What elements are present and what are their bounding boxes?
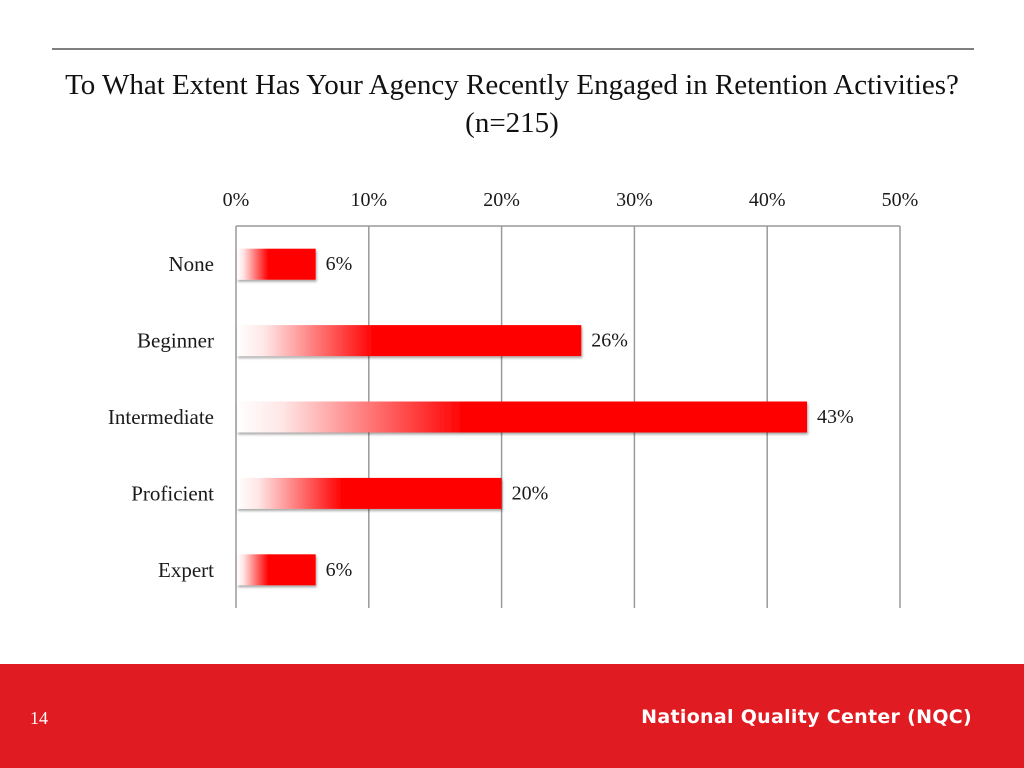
bars [237, 248, 808, 586]
x-tick-label: 20% [483, 189, 520, 211]
category-label: None [169, 252, 215, 276]
x-tick-label: 10% [350, 189, 387, 211]
data-label: 43% [817, 406, 854, 428]
page-number: 14 [30, 708, 48, 728]
data-label: 6% [326, 559, 353, 581]
bar-beginner [237, 325, 582, 357]
footer-bar: 14 National Quality Center (NQC) [0, 664, 1024, 768]
category-labels: None Beginner Intermediate Proficient Expert [108, 252, 214, 582]
x-tick-label: 50% [882, 189, 919, 211]
category-label: Beginner [137, 329, 214, 353]
data-label: 26% [591, 330, 628, 352]
x-axis-ticks: 0% 10% 20% 30% 40% 50% [223, 189, 919, 211]
category-label: Intermediate [108, 405, 214, 429]
bar-chart: 0% 10% 20% 30% 40% 50% None Beginner Intermedia… [108, 189, 919, 608]
bar-proficient [237, 477, 502, 509]
data-labels: 6% 26% 43% 20% 6% [326, 253, 854, 581]
bar-none [237, 248, 316, 280]
organization-logo-text: National Quality Center (NQC) [641, 706, 972, 728]
x-tick-label: 30% [616, 189, 653, 211]
x-tick-label: 40% [749, 189, 786, 211]
chart-title: To What Extent Has Your Agency Recently … [65, 69, 959, 139]
category-label: Proficient [131, 481, 214, 505]
x-tick-label: 0% [223, 189, 250, 211]
category-label: Expert [158, 558, 214, 582]
title-rule [52, 48, 974, 50]
bar-intermediate [237, 401, 808, 433]
bar-expert [237, 554, 316, 586]
data-label: 20% [512, 482, 549, 504]
data-label: 6% [326, 253, 353, 275]
